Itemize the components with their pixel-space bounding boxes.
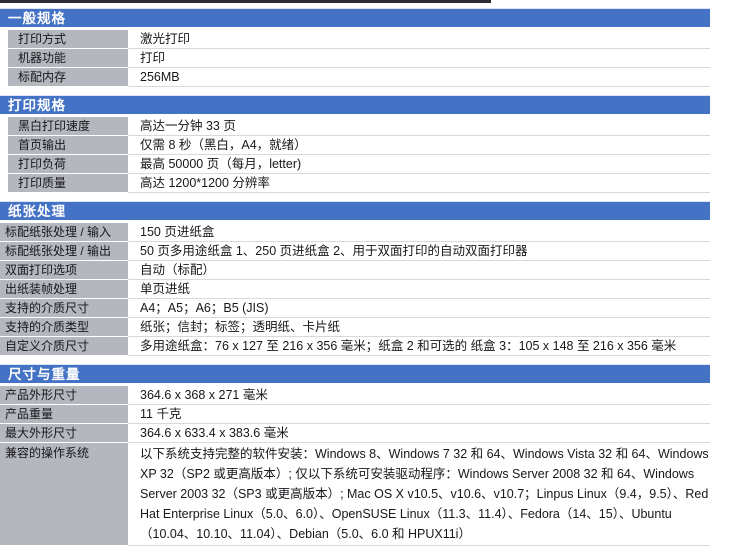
spec-value: 多用途纸盒：76 x 127 至 216 x 356 毫米；纸盒 2 和可选的 … — [128, 337, 710, 356]
table-row: 标配内存 256MB — [0, 68, 710, 87]
spec-label: 标配内存 — [8, 68, 128, 87]
spec-label: 黑白打印速度 — [8, 117, 128, 136]
spec-value: 最高 50000 页（每月，letter) — [128, 155, 710, 174]
spec-value: 高达一分钟 33 页 — [128, 117, 710, 136]
spec-value: 高达 1200*1200 分辨率 — [128, 174, 710, 193]
section-paper: 标配纸张处理 / 输入 150 页进纸盒 标配纸张处理 / 输出 50 页多用途… — [0, 223, 710, 356]
table-row: 支持的介质尺寸 A4；A5；A6；B5 (JIS) — [0, 299, 710, 318]
spec-value: 仅需 8 秒（黑白，A4，就绪） — [128, 136, 710, 155]
spec-value: 自动（标配） — [128, 261, 710, 280]
table-row: 自定义介质尺寸 多用途纸盒：76 x 127 至 216 x 356 毫米；纸盒… — [0, 337, 710, 356]
table-row: 打印方式 激光打印 — [0, 30, 710, 49]
table-row: 黑白打印速度 高达一分钟 33 页 — [0, 117, 710, 136]
spec-label: 标配纸张处理 / 输入 — [0, 223, 128, 242]
section-dimensions: 产品外形尺寸 364.6 x 368 x 271 毫米 产品重量 11 千克 最… — [0, 386, 710, 546]
spec-label: 自定义介质尺寸 — [0, 337, 128, 356]
table-row: 标配纸张处理 / 输入 150 页进纸盒 — [0, 223, 710, 242]
spec-label: 出纸装帧处理 — [0, 280, 128, 299]
spec-label: 产品重量 — [0, 405, 128, 424]
spec-value: 256MB — [128, 68, 710, 87]
table-row: 打印负荷 最高 50000 页（每月，letter) — [0, 155, 710, 174]
spec-label: 支持的介质类型 — [0, 318, 128, 337]
spec-label: 双面打印选项 — [0, 261, 128, 280]
spec-label: 标配纸张处理 / 输出 — [0, 242, 128, 261]
table-row: 产品重量 11 千克 — [0, 405, 710, 424]
section-header-print: 打印规格 — [0, 95, 710, 114]
top-edge-strip — [0, 0, 491, 3]
table-row: 首页输出 仅需 8 秒（黑白，A4，就绪） — [0, 136, 710, 155]
spec-value: 激光打印 — [128, 30, 710, 49]
spec-value: 364.6 x 368 x 271 毫米 — [128, 386, 710, 405]
section-header-general: 一般规格 — [0, 8, 710, 27]
section-header-dimensions: 尺寸与重量 — [0, 364, 710, 383]
table-row: 最大外形尺寸 364.6 x 633.4 x 383.6 毫米 — [0, 424, 710, 443]
spec-label: 机器功能 — [8, 49, 128, 68]
spec-label: 最大外形尺寸 — [0, 424, 128, 443]
spec-value: 打印 — [128, 49, 710, 68]
spec-value: A4；A5；A6；B5 (JIS) — [128, 299, 710, 318]
table-row: 机器功能 打印 — [0, 49, 710, 68]
spec-label: 产品外形尺寸 — [0, 386, 128, 405]
spec-value: 单页进纸 — [128, 280, 710, 299]
table-row: 双面打印选项 自动（标配） — [0, 261, 710, 280]
table-row: 兼容的操作系统 以下系统支持完整的软件安装：Windows 8、Windows … — [0, 443, 710, 546]
spec-label: 打印方式 — [8, 30, 128, 49]
spec-label: 支持的介质尺寸 — [0, 299, 128, 318]
spec-label: 打印质量 — [8, 174, 128, 193]
spec-label: 打印负荷 — [8, 155, 128, 174]
table-row: 打印质量 高达 1200*1200 分辨率 — [0, 174, 710, 193]
table-row: 产品外形尺寸 364.6 x 368 x 271 毫米 — [0, 386, 710, 405]
spec-value: 364.6 x 633.4 x 383.6 毫米 — [128, 424, 710, 443]
spec-label: 首页输出 — [8, 136, 128, 155]
table-row: 出纸装帧处理 单页进纸 — [0, 280, 710, 299]
spec-value: 以下系统支持完整的软件安装：Windows 8、Windows 7 32 和 6… — [128, 443, 710, 546]
section-header-paper: 纸张处理 — [0, 201, 710, 220]
table-row: 支持的介质类型 纸张；信封；标签；透明纸、卡片纸 — [0, 318, 710, 337]
spec-value: 11 千克 — [128, 405, 710, 424]
section-print: 黑白打印速度 高达一分钟 33 页 首页输出 仅需 8 秒（黑白，A4，就绪） … — [0, 117, 710, 193]
spec-label: 兼容的操作系统 — [0, 443, 128, 546]
printer-spec-table: 一般规格 打印方式 激光打印 机器功能 打印 标配内存 256MB 打印规格 黑… — [0, 8, 710, 546]
table-row: 标配纸张处理 / 输出 50 页多用途纸盒 1、250 页进纸盒 2、用于双面打… — [0, 242, 710, 261]
section-general: 打印方式 激光打印 机器功能 打印 标配内存 256MB — [0, 30, 710, 87]
spec-value: 纸张；信封；标签；透明纸、卡片纸 — [128, 318, 710, 337]
spec-value: 50 页多用途纸盒 1、250 页进纸盒 2、用于双面打印的自动双面打印器 — [128, 242, 710, 261]
spec-value: 150 页进纸盒 — [128, 223, 710, 242]
